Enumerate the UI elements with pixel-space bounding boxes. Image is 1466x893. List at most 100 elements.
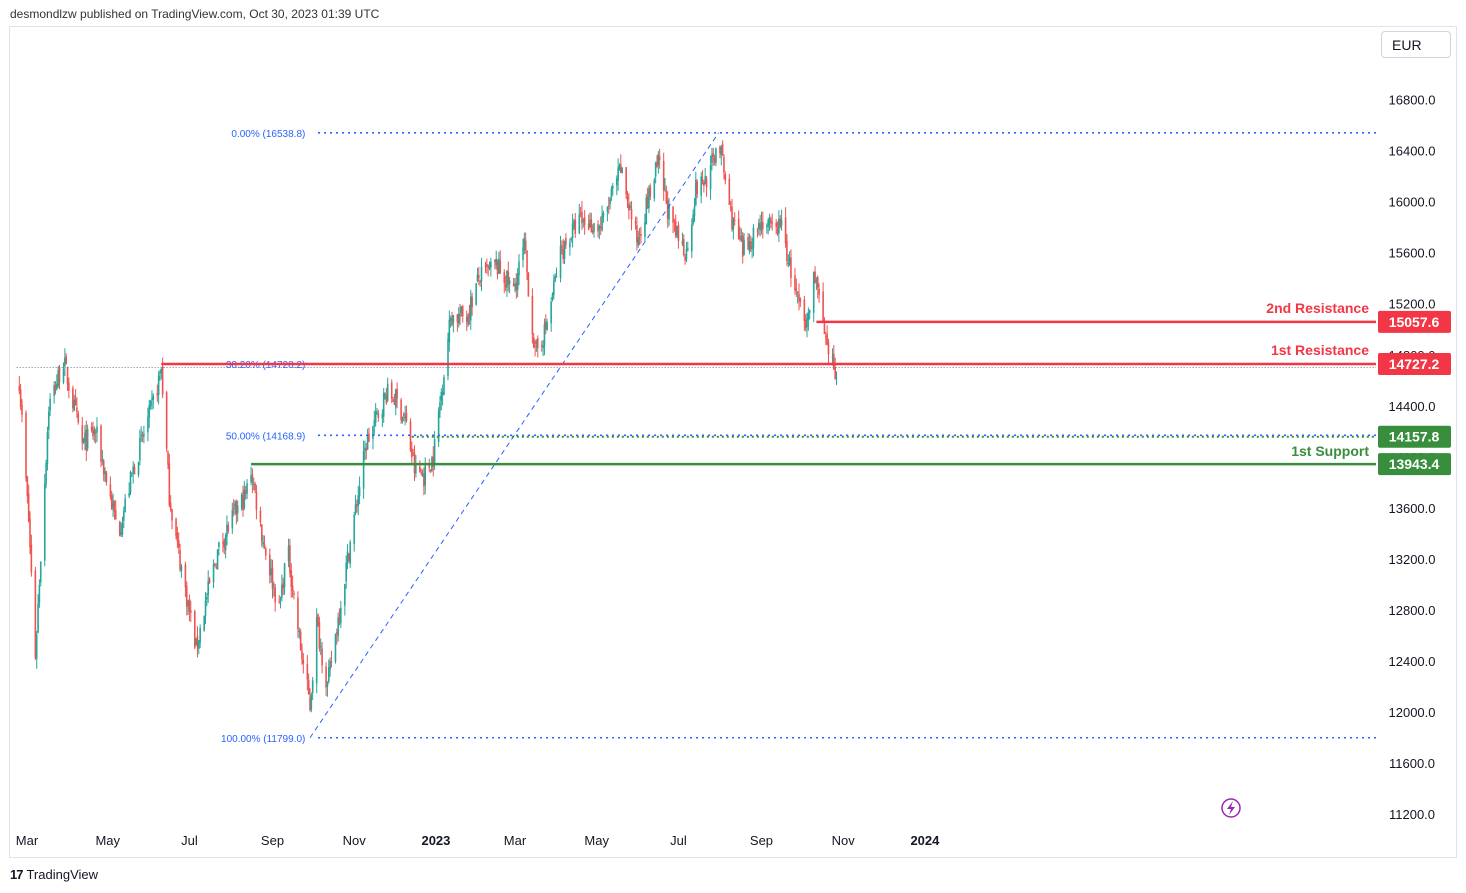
candle-body: [358, 487, 361, 497]
candle: [169, 495, 172, 512]
candle-body: [250, 475, 252, 483]
candle: [396, 382, 398, 409]
candle: [775, 219, 778, 235]
candle: [602, 210, 605, 223]
candle-body: [778, 218, 780, 234]
candle-body: [336, 632, 338, 634]
candle-body: [128, 492, 130, 497]
candle-body: [66, 366, 69, 385]
candle: [569, 238, 571, 256]
candle: [691, 218, 693, 258]
candle-body: [216, 549, 219, 570]
candle-body: [148, 404, 151, 418]
candles: [18, 140, 838, 713]
candle: [73, 394, 76, 411]
candle: [532, 333, 535, 349]
candle: [104, 467, 106, 482]
candle-body: [259, 510, 262, 523]
candle-body: [593, 223, 595, 232]
candle: [762, 211, 764, 239]
candle: [420, 468, 423, 476]
candle: [259, 506, 262, 527]
candle: [384, 392, 386, 400]
candle-body: [787, 263, 790, 265]
candle: [236, 500, 239, 522]
candle-body: [227, 524, 230, 531]
candle-body: [255, 491, 258, 510]
candle: [299, 628, 302, 651]
candle-body: [271, 567, 274, 589]
candle-body: [475, 283, 477, 305]
candle: [803, 295, 806, 331]
candle-body: [263, 544, 266, 547]
candle-body: [625, 167, 627, 195]
candle-body: [184, 564, 187, 588]
lightning-icon[interactable]: [1221, 798, 1241, 818]
candle-body: [68, 382, 70, 391]
candle: [240, 492, 243, 511]
candle-body: [147, 417, 149, 433]
candle: [100, 424, 102, 468]
candle-body: [823, 322, 826, 334]
candle-body: [620, 164, 622, 173]
candle: [301, 643, 303, 665]
candle: [270, 559, 272, 583]
y-tick-label: 11600.0: [1389, 756, 1435, 771]
candle-body: [356, 503, 358, 507]
currency-selector[interactable]: EUR: [1381, 31, 1451, 58]
candle-body: [101, 460, 104, 462]
candle: [490, 257, 492, 277]
x-tick-label: Nov: [832, 833, 856, 848]
candle: [815, 277, 818, 291]
candle-body: [132, 466, 134, 473]
candle: [338, 608, 341, 626]
candle-body: [140, 434, 143, 436]
candle-body: [47, 411, 50, 430]
candle: [68, 377, 70, 399]
candle: [728, 173, 731, 205]
candle: [326, 681, 329, 697]
candle: [72, 385, 74, 413]
candle-body: [376, 412, 378, 414]
candle-body: [740, 238, 743, 240]
candle-body: [646, 196, 649, 208]
candle: [523, 232, 526, 255]
candle: [128, 482, 130, 499]
candle-body: [484, 265, 487, 267]
candle: [799, 297, 802, 308]
price-tag-bg: [1378, 353, 1451, 376]
candle: [243, 480, 246, 511]
candle-body: [81, 425, 84, 443]
candle: [160, 366, 163, 380]
candle: [506, 270, 508, 297]
candle: [512, 278, 515, 287]
candle: [598, 224, 601, 240]
candle: [740, 228, 743, 242]
price-tag-bg: [1378, 453, 1451, 476]
candle: [124, 493, 126, 513]
candle-body: [302, 659, 305, 664]
candle-body: [490, 261, 492, 268]
candle-body: [337, 617, 339, 637]
tradingview-logo-icon: 17: [10, 867, 24, 882]
candle-body: [609, 198, 611, 205]
candle-body: [607, 205, 610, 207]
candle-body: [834, 367, 836, 379]
candle-body: [611, 185, 614, 189]
candle-body: [495, 258, 498, 266]
candle: [544, 314, 547, 335]
candle-body: [243, 489, 246, 508]
candle: [674, 214, 677, 239]
candle: [686, 241, 689, 252]
candle-body: [516, 273, 519, 290]
publish-header: desmondlzw published on TradingView.com,…: [10, 7, 380, 21]
candle-body: [338, 617, 341, 621]
candle-body: [307, 680, 310, 695]
candle: [516, 268, 519, 298]
candle: [487, 264, 489, 277]
candle-body: [139, 437, 141, 461]
candle-body: [281, 584, 283, 599]
candle-body: [306, 663, 309, 680]
candle-body: [565, 238, 567, 245]
